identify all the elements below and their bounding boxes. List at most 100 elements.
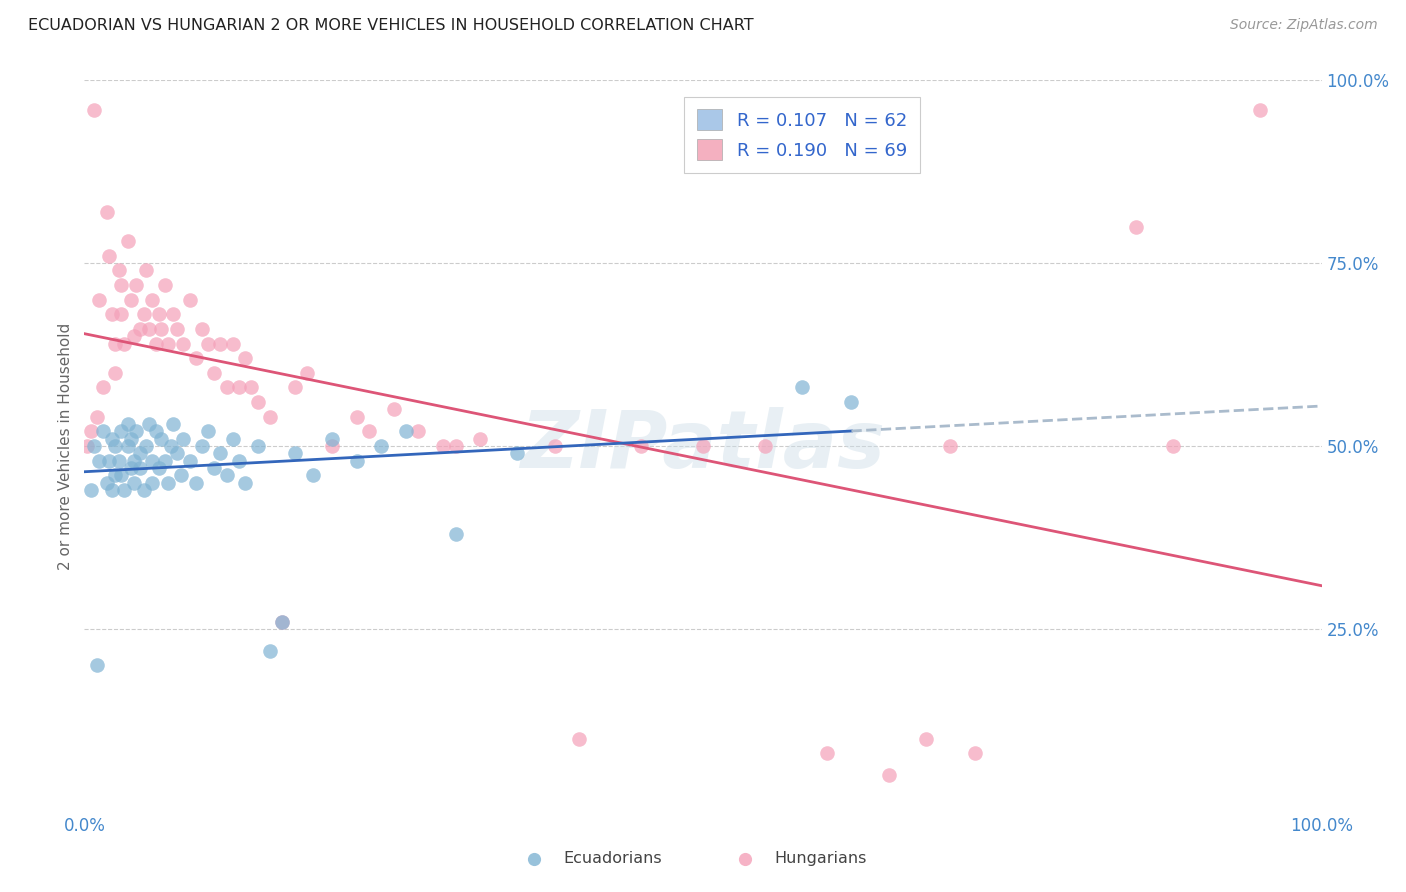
Point (138, 322, 160, 336)
Text: ECUADORIAN VS HUNGARIAN 2 OR MORE VEHICLES IN HOUSEHOLD CORRELATION CHART: ECUADORIAN VS HUNGARIAN 2 OR MORE VEHICL… (28, 18, 754, 33)
Point (166, 446, 188, 460)
Point (692, 439, 714, 453)
Point (246, 439, 269, 453)
Point (191, 322, 214, 336)
Point (148, 307, 170, 321)
Point (150, 432, 173, 446)
Point (98, 453, 121, 467)
Point (914, 731, 936, 746)
Point (271, 615, 294, 629)
Point (117, 439, 139, 453)
Point (346, 409, 368, 424)
Point (197, 425, 219, 439)
Point (259, 644, 281, 658)
Point (215, 468, 238, 483)
Point (100, 432, 122, 446)
Point (91, 425, 114, 439)
Point (179, 453, 201, 467)
Point (129, 322, 152, 336)
Point (110, 425, 132, 439)
Text: Hungarians: Hungarians (775, 851, 868, 866)
Point (135, 439, 157, 453)
Point (284, 380, 307, 394)
Point (321, 439, 343, 453)
Point (86, 409, 108, 424)
Point (122, 453, 145, 467)
Point (215, 380, 238, 394)
Point (96, 475, 118, 490)
Point (86, 658, 108, 673)
Point (184, 351, 207, 366)
Point (100, 483, 122, 497)
Point (83, 439, 105, 453)
Point (112, 483, 135, 497)
Point (841, 395, 863, 409)
Point (382, 402, 405, 417)
Point (120, 432, 142, 446)
Point (432, 439, 454, 453)
Point (630, 439, 652, 453)
Point (191, 439, 214, 453)
Point (202, 366, 225, 380)
Point (965, 746, 987, 760)
Point (395, 425, 418, 439)
Point (108, 453, 131, 467)
Point (153, 278, 176, 293)
Point (138, 417, 160, 431)
Point (132, 483, 155, 497)
Y-axis label: 2 or more Vehicles in Household: 2 or more Vehicles in Household (58, 322, 73, 570)
Point (162, 307, 184, 321)
Point (172, 336, 194, 351)
Point (153, 453, 176, 467)
Point (877, 768, 900, 782)
Point (302, 468, 325, 483)
Point (506, 446, 529, 460)
Point (1161, 439, 1184, 453)
Point (104, 366, 127, 380)
Point (141, 453, 163, 467)
Point (444, 439, 467, 453)
Point (543, 439, 565, 453)
Point (568, 731, 591, 746)
Point (145, 336, 167, 351)
Point (112, 336, 135, 351)
Point (76, 439, 98, 453)
Point (754, 439, 776, 453)
Point (89, 293, 111, 307)
Point (89, 453, 111, 467)
Point (197, 336, 219, 351)
Point (523, 851, 546, 865)
Point (240, 380, 263, 394)
Point (233, 475, 256, 490)
Point (157, 475, 180, 490)
Point (79, 425, 101, 439)
Point (259, 409, 281, 424)
Point (79, 483, 101, 497)
Point (1125, 219, 1147, 234)
Point (117, 234, 139, 248)
Point (104, 439, 127, 453)
Point (815, 746, 838, 760)
Text: Source: ZipAtlas.com: Source: ZipAtlas.com (1230, 18, 1378, 32)
Point (98, 249, 121, 263)
Point (125, 425, 148, 439)
Point (271, 615, 294, 629)
Point (228, 380, 250, 394)
Point (141, 475, 163, 490)
Point (166, 322, 188, 336)
Point (1249, 103, 1271, 117)
Point (91, 380, 114, 394)
Point (104, 336, 127, 351)
Point (370, 439, 392, 453)
Point (228, 453, 250, 467)
Point (120, 293, 142, 307)
Point (135, 263, 157, 277)
Point (222, 336, 245, 351)
Legend: R = 0.107   N = 62, R = 0.190   N = 69: R = 0.107 N = 62, R = 0.190 N = 69 (685, 96, 920, 173)
Point (108, 263, 131, 277)
Point (110, 278, 132, 293)
Point (470, 432, 492, 446)
Point (357, 425, 380, 439)
Point (202, 461, 225, 475)
Point (346, 453, 368, 467)
